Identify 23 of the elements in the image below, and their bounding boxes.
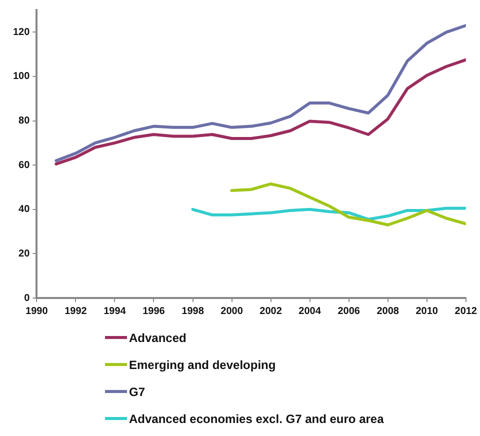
x-tick-label: 2012 <box>454 306 478 317</box>
y-tick-label: 100 <box>12 71 30 82</box>
x-tick-label: 2006 <box>338 306 360 317</box>
legend-label: G7 <box>129 384 146 398</box>
x-tick-label: 1994 <box>104 306 126 317</box>
x-tick-label: 1998 <box>182 306 204 317</box>
y-tick-label: 80 <box>18 116 30 127</box>
x-tick-label: 1992 <box>64 306 88 317</box>
x-tick-label: 2008 <box>376 306 400 317</box>
y-tick-label: 120 <box>12 26 30 38</box>
y-tick-label: 20 <box>18 248 30 260</box>
y-tick-label: 60 <box>18 160 30 171</box>
legend-label: Advanced economies excl. G7 and euro area <box>129 412 384 426</box>
legend-label: Emerging and developing <box>129 358 276 372</box>
x-tick-label: 1990 <box>26 306 48 317</box>
x-tick-label: 2002 <box>260 306 282 317</box>
legend-label: Advanced <box>129 330 186 344</box>
x-tick-label: 2000 <box>220 306 244 317</box>
x-tick-label: 1996 <box>142 306 166 317</box>
x-tick-label: 2004 <box>298 306 322 317</box>
y-tick-label: 0 <box>24 292 30 304</box>
x-tick-label: 2010 <box>416 306 438 317</box>
y-tick-label: 40 <box>18 204 30 216</box>
